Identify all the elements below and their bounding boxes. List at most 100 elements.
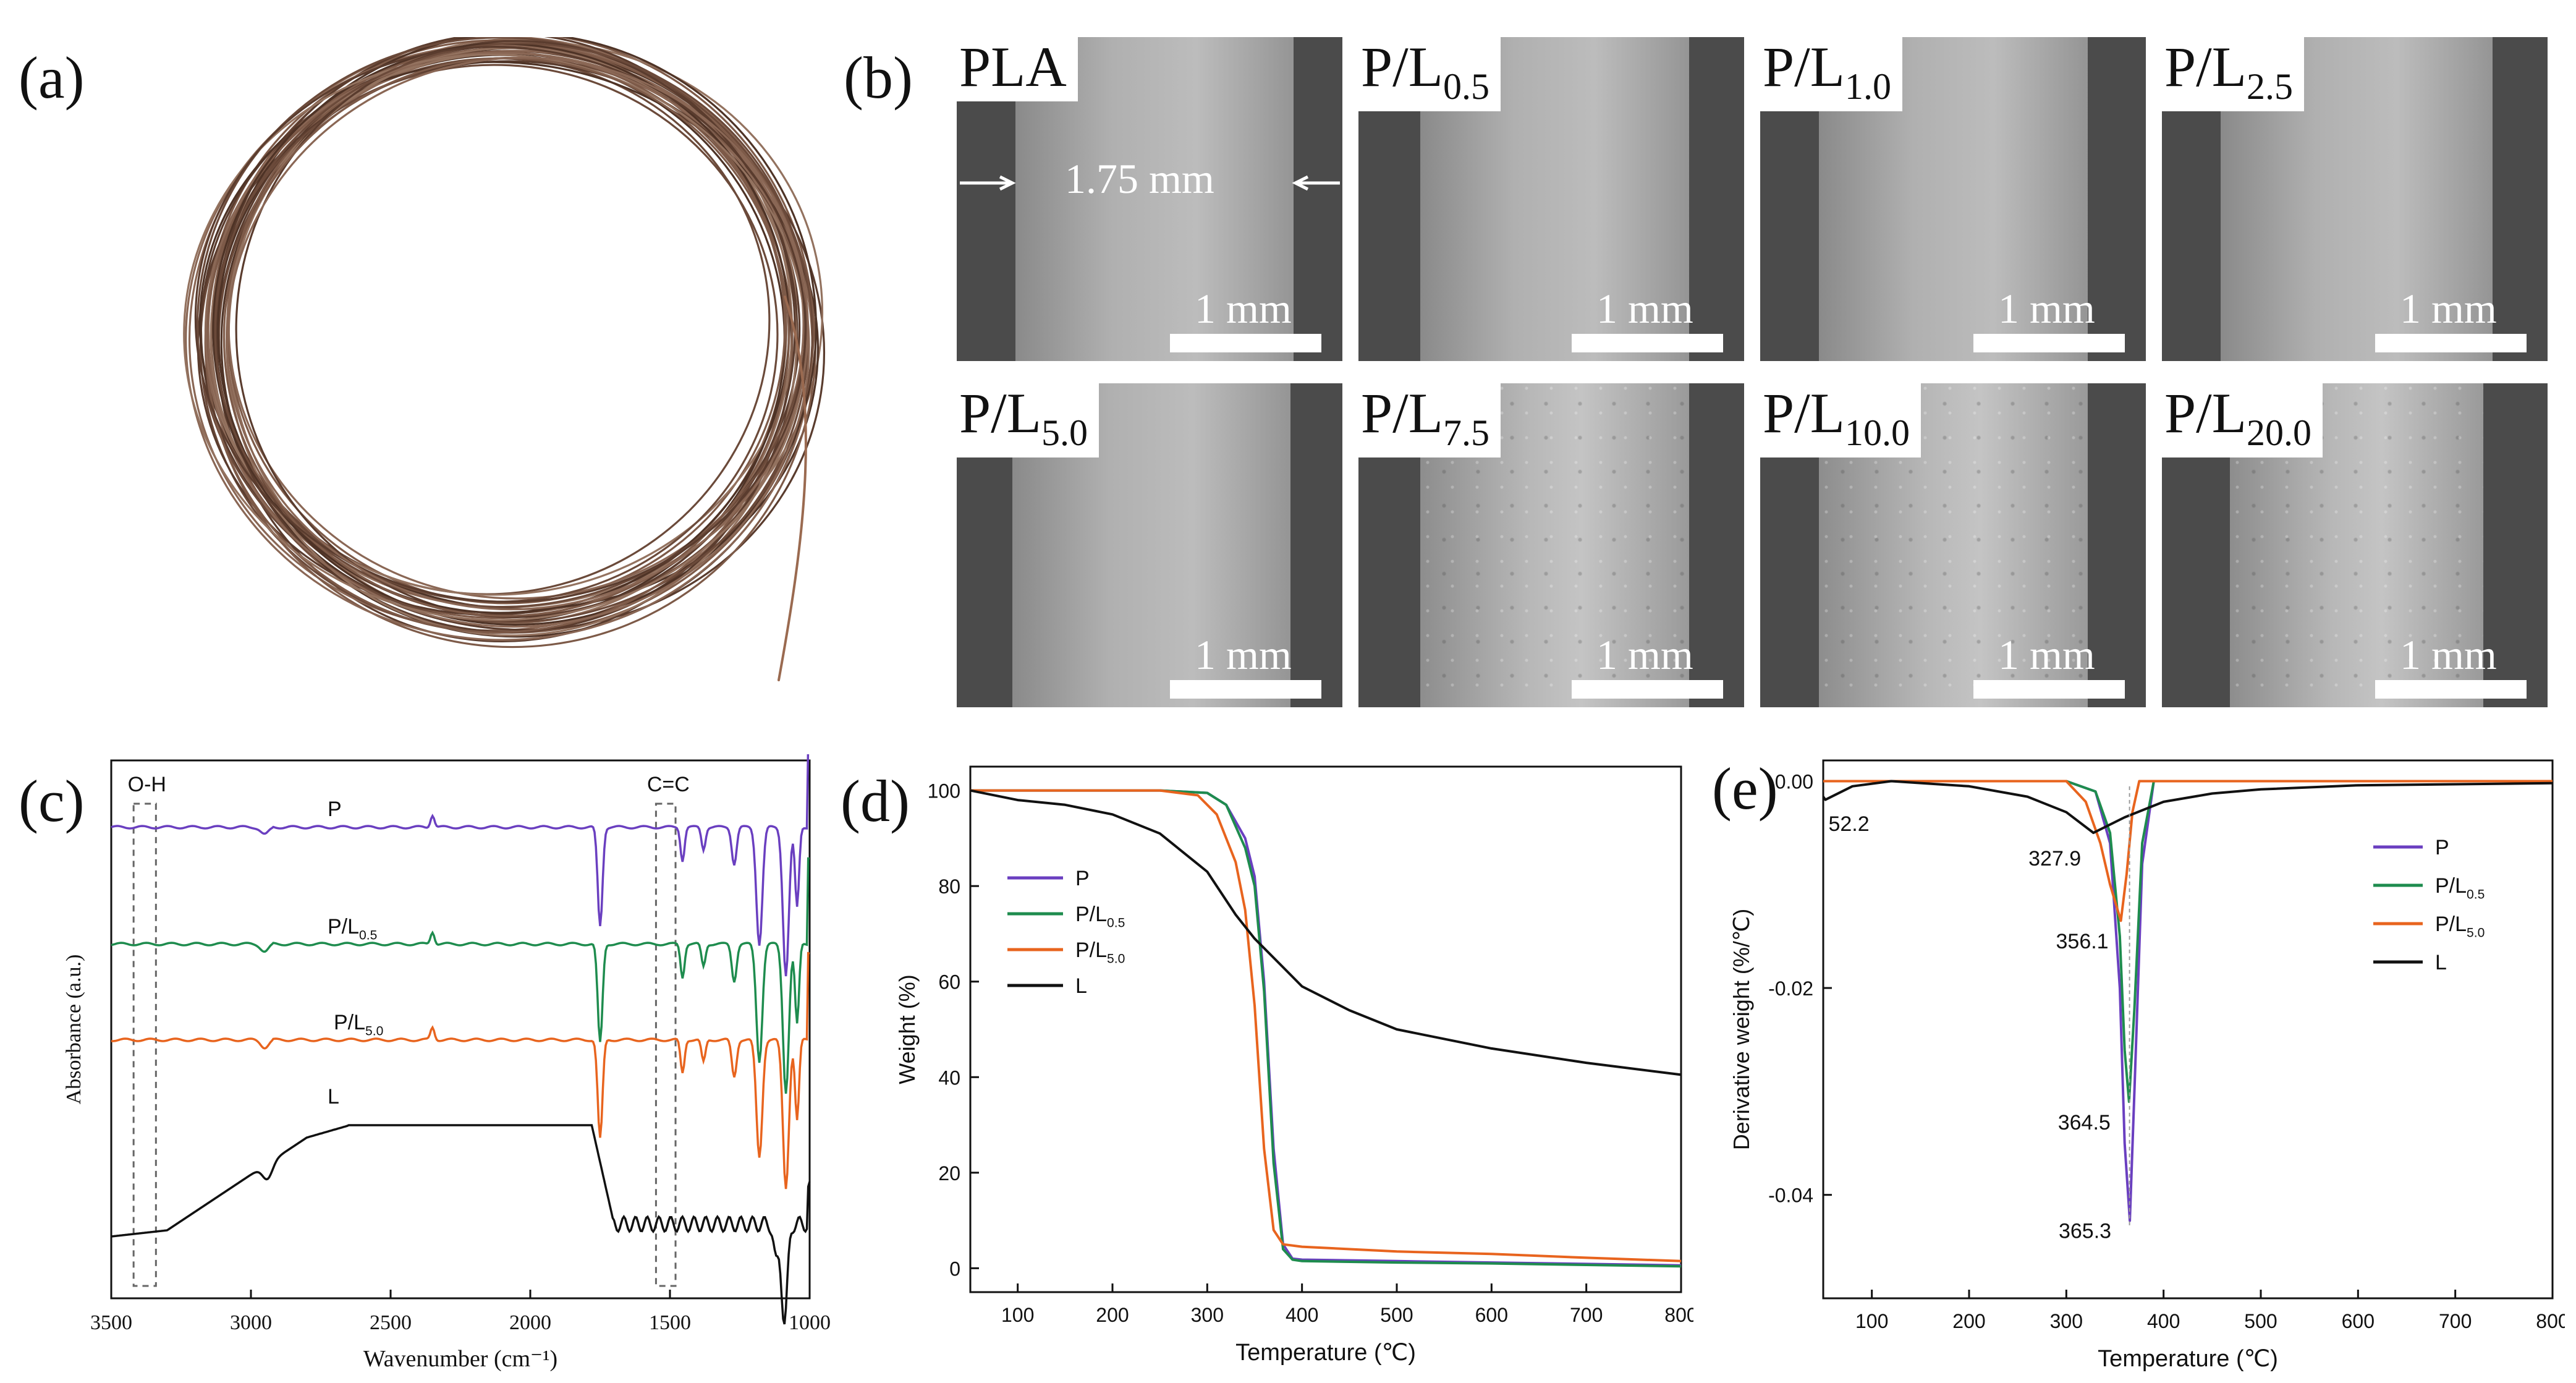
arrow-right-icon xyxy=(960,175,1016,191)
filament-loop xyxy=(197,60,801,616)
filament-coil-photo xyxy=(183,37,826,681)
cc-band-box xyxy=(655,802,677,1287)
y-tick-label: -0.04 xyxy=(1768,1185,1813,1207)
filament-loop xyxy=(205,51,810,628)
filament-loop xyxy=(185,43,813,641)
x-tick-label: 600 xyxy=(2342,1310,2375,1332)
x-tick-label: 500 xyxy=(1380,1304,1413,1326)
series-label: L xyxy=(328,1085,339,1109)
series-label: P/L0.5 xyxy=(328,915,377,943)
legend-label: P xyxy=(1075,867,1090,890)
diameter-arrows xyxy=(960,175,1340,191)
series-label: P/L5.0 xyxy=(334,1011,383,1039)
y-tick-label: 0.00 xyxy=(1775,770,1813,793)
scale-bar xyxy=(1973,334,2125,352)
y-tick-label: 80 xyxy=(938,875,960,898)
y-axis-label: Weight (%) xyxy=(894,974,920,1084)
scale-bar-label: 1 mm xyxy=(2400,285,2497,332)
sample-label-base: P/L xyxy=(2164,383,2247,445)
panel-label-b: (b) xyxy=(844,45,913,111)
peak-annotation: 52.2 xyxy=(1828,812,1869,836)
series-label: P xyxy=(328,798,342,821)
x-axis-label: Temperature (℃) xyxy=(2098,1346,2278,1372)
sample-label-base: PLA xyxy=(959,37,1067,98)
x-tick-label: 3500 xyxy=(90,1311,132,1334)
scale-bar-label: 1 mm xyxy=(1998,631,2095,678)
x-tick-label: 800 xyxy=(1664,1304,1693,1326)
x-tick-label: 100 xyxy=(1855,1310,1888,1332)
scale-bar-label: 1 mm xyxy=(2400,631,2497,678)
sem-sample-label: PLA xyxy=(957,37,1078,101)
filament-loop xyxy=(199,49,810,634)
scale-bar-label: 1 mm xyxy=(1998,285,2095,332)
sem-image: PLA 1 mm 1.75 mm xyxy=(957,37,1342,361)
x-tick-label: 400 xyxy=(1286,1304,1318,1326)
diameter-label: 1.75 mm xyxy=(1065,155,1214,202)
peak-annotation: 365.3 xyxy=(2059,1220,2111,1243)
x-axis-label: Wavenumber (cm⁻¹) xyxy=(363,1346,557,1372)
x-tick-label: 200 xyxy=(1952,1310,1985,1332)
filament-loop xyxy=(227,49,805,600)
legend-label: P/L5.0 xyxy=(1075,938,1125,966)
x-tick-label: 2500 xyxy=(370,1311,412,1334)
scale-bar-label: 1 mm xyxy=(1596,285,1693,332)
y-tick-label: 0 xyxy=(949,1257,960,1280)
filament-loop xyxy=(210,40,824,608)
dtg-curve xyxy=(1822,780,2553,835)
dtg-curve xyxy=(1823,780,2553,922)
x-tick-label: 1000 xyxy=(789,1311,831,1334)
legend-label: P/L5.0 xyxy=(2435,913,2485,940)
scale-bar xyxy=(1170,334,1321,352)
scale-bar xyxy=(1572,680,1723,699)
spectrum-line xyxy=(111,951,810,1189)
sample-label-subscript: 20.0 xyxy=(2246,412,2311,453)
panel-label-c: (c) xyxy=(19,768,85,834)
legend-label: L xyxy=(2435,951,2447,974)
x-tick-label: 3000 xyxy=(230,1311,272,1334)
sem-sample-label: P/L1.0 xyxy=(1760,37,1902,111)
tga-chart: 100 200 300 400 500 600 700 800 0 20 40 60 80 100 Temp… xyxy=(894,765,1693,1366)
panel-label-a: (a) xyxy=(19,45,85,111)
scale-bar xyxy=(2375,334,2527,352)
plot-frame xyxy=(969,765,1682,1293)
filament-loop xyxy=(214,42,808,608)
sample-label-base: P/L xyxy=(2164,37,2247,98)
scale-bar xyxy=(2375,680,2527,699)
scale-bar-label: 1 mm xyxy=(1596,631,1693,678)
dtg-chart: 100 200 300 400 500 600 700 800 0.00 -0.02 -0.04 Te… xyxy=(1729,759,2565,1372)
filament-loop xyxy=(194,46,807,603)
filament-loop xyxy=(222,57,790,617)
x-tick-label: 100 xyxy=(1001,1304,1034,1326)
dtg-curve xyxy=(1823,780,2553,1104)
sample-label-base: P/L xyxy=(1361,383,1443,445)
scale-bar xyxy=(1170,680,1321,699)
sample-label-subscript: 10.0 xyxy=(1844,412,1910,453)
tga-curve xyxy=(970,789,1682,1076)
scale-bar xyxy=(1973,680,2125,699)
sem-image: P/L2.5 1 mm xyxy=(2162,37,2548,361)
legend-label: P/L0.5 xyxy=(1075,903,1125,930)
legend-label: P xyxy=(2435,836,2449,859)
x-tick-label: 400 xyxy=(2147,1310,2180,1332)
filament-loop xyxy=(212,43,790,614)
filament-tail xyxy=(777,296,807,681)
peak-annotation: 356.1 xyxy=(2056,930,2109,953)
sem-image: P/L10.0 1 mm xyxy=(1760,383,2146,707)
x-axis-label: Temperature (℃) xyxy=(1235,1340,1416,1366)
sem-sample-label: P/L10.0 xyxy=(1760,383,1921,457)
plot-frame xyxy=(110,759,811,1300)
y-tick-label: 20 xyxy=(938,1162,960,1185)
sem-sample-label: P/L0.5 xyxy=(1358,37,1501,111)
tga-curve xyxy=(970,789,1682,1267)
legend-label: L xyxy=(1075,974,1087,998)
x-tick-label: 500 xyxy=(2244,1310,2277,1332)
spectrum-line xyxy=(111,857,810,1094)
sample-label-subscript: 0.5 xyxy=(1443,66,1489,107)
sem-image: P/L20.0 1 mm xyxy=(2162,383,2548,707)
sample-label-base: P/L xyxy=(1763,383,1845,445)
peak-annotation: 364.5 xyxy=(2058,1111,2111,1134)
sample-label-subscript: 2.5 xyxy=(2246,66,2293,107)
sem-sample-label: P/L7.5 xyxy=(1358,383,1501,457)
x-tick-label: 600 xyxy=(1475,1304,1508,1326)
x-tick-label: 1500 xyxy=(649,1311,691,1334)
